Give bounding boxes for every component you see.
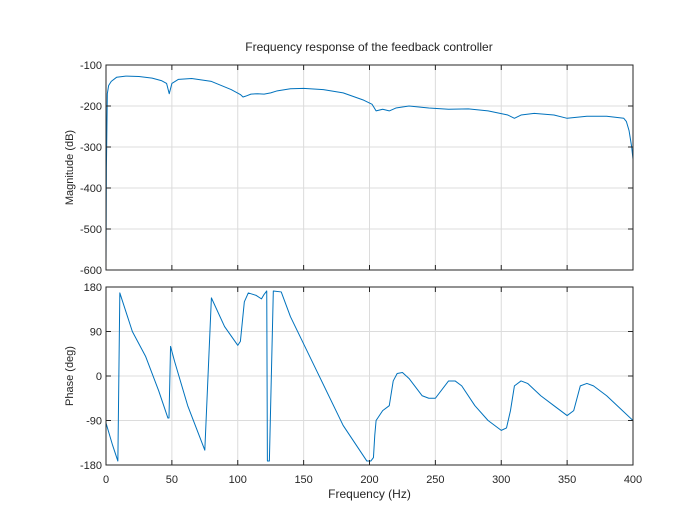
phase-ytick-label: 180 [84, 282, 102, 294]
phase-ytick-label: 90 [90, 327, 102, 339]
phase-ytick-label: 0 [96, 371, 102, 383]
phase-xlabel: Frequency (Hz) [328, 487, 411, 501]
magnitude-ytick-label: -100 [80, 60, 102, 72]
phase-series-line [106, 290, 633, 462]
phase-xtick-label: 0 [103, 474, 109, 486]
chart-title: Frequency response of the feedback contr… [245, 40, 492, 54]
phase-xtick-label: 400 [624, 474, 642, 486]
phase-ytick-label: -180 [80, 460, 102, 472]
magnitude-ytick-label: -500 [80, 224, 102, 236]
phase-ytick-label: -90 [86, 416, 102, 428]
magnitude-ytick-label: -600 [80, 265, 102, 277]
magnitude-ytick-label: -400 [80, 183, 102, 195]
phase-xtick-label: 100 [229, 474, 247, 486]
phase-xtick-label: 250 [426, 474, 444, 486]
phase-xtick-label: 50 [166, 474, 178, 486]
phase-ylabel: Phase (deg) [64, 346, 76, 406]
magnitude-ytick-label: -200 [80, 101, 102, 113]
phase-xtick-label: 350 [558, 474, 576, 486]
axes-layer: -600 -500 -400 -300 -200 -100 Magnitude (dB) 0 5… [64, 60, 642, 501]
magnitude-axes: -600 -500 -400 -300 -200 -100 Magnitude (dB) [64, 60, 634, 277]
magnitude-ytick-label: -300 [80, 142, 102, 154]
magnitude-ylabel: Magnitude (dB) [64, 130, 76, 205]
magnitude-series-line [106, 75, 633, 266]
phase-axes: 0 50 100 150 200 250 300 350 400 -180 -90 0 90 180 Pha… [64, 282, 642, 501]
phase-xtick-label: 300 [492, 474, 510, 486]
phase-xtick-label: 150 [294, 474, 312, 486]
phase-xtick-label: 200 [360, 474, 378, 486]
